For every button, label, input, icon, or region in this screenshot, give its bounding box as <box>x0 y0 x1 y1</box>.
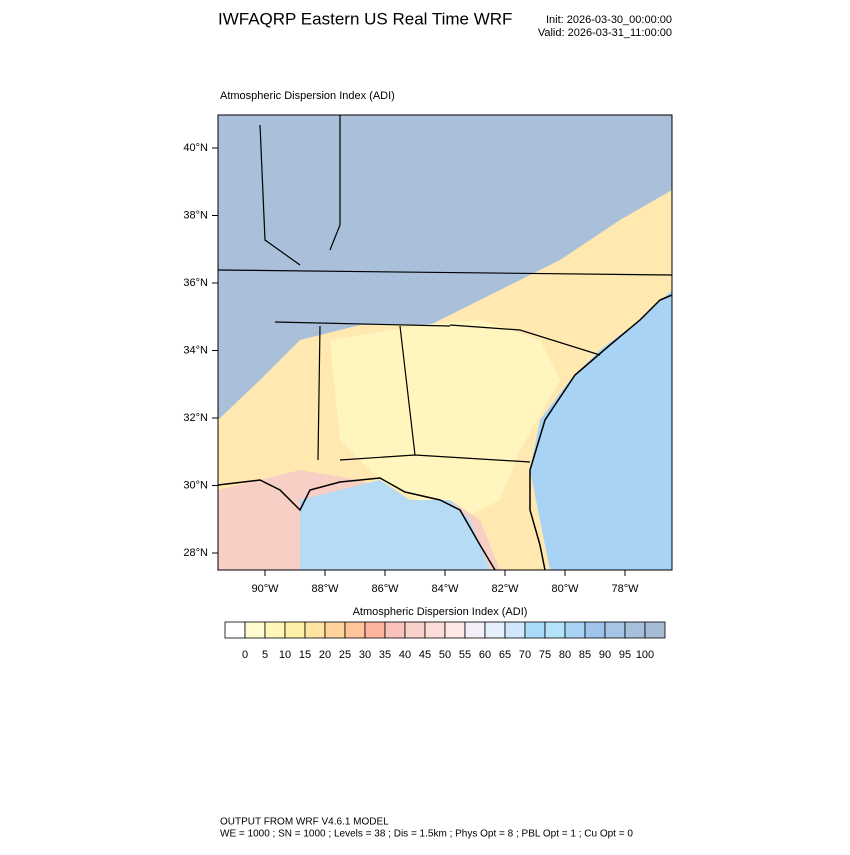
colorbar-box <box>544 621 566 639</box>
colorbar-box <box>644 621 666 639</box>
colorbar-box <box>444 621 466 639</box>
atlantic <box>530 290 672 570</box>
title: IWFAQRP Eastern US Real Time WRF <box>218 9 512 28</box>
colorbar-label: 100 <box>636 649 654 661</box>
colorbar-label: 60 <box>479 649 491 661</box>
colorbar-box <box>424 621 446 639</box>
colorbar-title: Atmospheric Dispersion Index (ADI) <box>353 606 528 618</box>
init-time: Init: 2026-03-30_00:00:00 <box>546 14 672 26</box>
colorbar-label: 15 <box>299 649 311 661</box>
colorbar-box <box>604 621 626 639</box>
lat-label: 30°N <box>183 479 208 491</box>
lon-label: 90°W <box>251 583 279 595</box>
lat-label: 38°N <box>183 209 208 221</box>
lon-label: 80°W <box>551 583 579 595</box>
colorbar-label: 85 <box>579 649 591 661</box>
colorbar-label: 20 <box>319 649 331 661</box>
colorbar-box <box>324 621 346 639</box>
colorbar-box <box>404 621 426 639</box>
colorbar-label: 35 <box>379 649 391 661</box>
colorbar-label: 45 <box>419 649 431 661</box>
colorbar-box <box>364 621 386 639</box>
colorbar-label: 70 <box>519 649 531 661</box>
lon-label: 84°W <box>431 583 459 595</box>
colorbar-box <box>584 621 606 639</box>
lat-label: 34°N <box>183 344 208 356</box>
lat-label: 28°N <box>183 547 208 559</box>
lon-label: 82°W <box>491 583 519 595</box>
colorbar-label: 30 <box>359 649 371 661</box>
map <box>217 114 673 571</box>
colorbar-label: 5 <box>262 649 268 661</box>
colorbar-box <box>264 621 286 639</box>
map-field-interior <box>330 320 560 520</box>
colorbar-box <box>504 621 526 639</box>
colorbar-label: 25 <box>339 649 351 661</box>
colorbar-label: 40 <box>399 649 411 661</box>
colorbar-box <box>484 621 506 639</box>
colorbar-label: 65 <box>499 649 511 661</box>
state-borders <box>218 115 672 463</box>
colorbar-box <box>224 621 246 639</box>
colorbar-box <box>304 621 326 639</box>
colorbar-label: 50 <box>439 649 451 661</box>
lat-label: 40°N <box>183 142 208 154</box>
lon-label: 78°W <box>611 583 639 595</box>
colorbar-box <box>284 621 306 639</box>
colorbar-box <box>344 621 366 639</box>
lon-label: 86°W <box>371 583 399 595</box>
valid-time: Valid: 2026-03-31_11:00:00 <box>538 27 672 39</box>
colorbar-label: 95 <box>619 649 631 661</box>
colorbar-box <box>384 621 406 639</box>
colorbar-box <box>524 621 546 639</box>
lat-label: 32°N <box>183 412 208 424</box>
colorbar-box <box>564 621 586 639</box>
colorbar-label: 0 <box>242 649 248 661</box>
footer-line-1: OUTPUT FROM WRF V4.6.1 MODEL <box>220 817 389 828</box>
lon-label: 88°W <box>311 583 339 595</box>
footer-line-2: WE = 1000 ; SN = 1000 ; Levels = 38 ; Di… <box>220 829 633 840</box>
colorbar-label: 80 <box>559 649 571 661</box>
map-title: Atmospheric Dispersion Index (ADI) <box>220 90 395 102</box>
lat-label: 36°N <box>183 277 208 289</box>
colorbar-label: 10 <box>279 649 291 661</box>
coastline <box>218 294 672 570</box>
colorbar-box <box>624 621 646 639</box>
colorbar-label: 90 <box>599 649 611 661</box>
colorbar-label: 75 <box>539 649 551 661</box>
colorbar-label: 55 <box>459 649 471 661</box>
colorbar-box <box>464 621 486 639</box>
colorbar-box <box>244 621 266 639</box>
gulf <box>300 480 490 570</box>
